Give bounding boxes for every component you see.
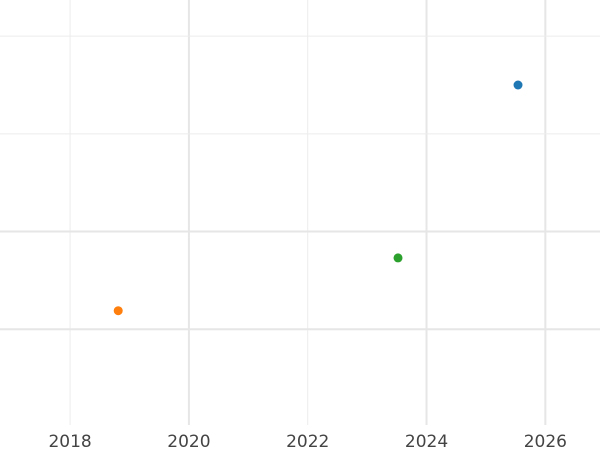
- x-tick-label: 2020: [167, 432, 210, 450]
- x-tick-label: 2018: [48, 432, 91, 450]
- data-points: [113, 80, 523, 316]
- data-point: [513, 80, 523, 90]
- x-tick-label: 2024: [405, 432, 448, 450]
- data-point: [113, 306, 123, 316]
- data-point: [393, 253, 403, 263]
- x-tick-label: 2022: [286, 432, 329, 450]
- x-tick-label: 2026: [524, 432, 567, 450]
- x-axis-ticks: 2018 2020 2022 2024 2026: [48, 432, 567, 450]
- grid: [0, 0, 600, 425]
